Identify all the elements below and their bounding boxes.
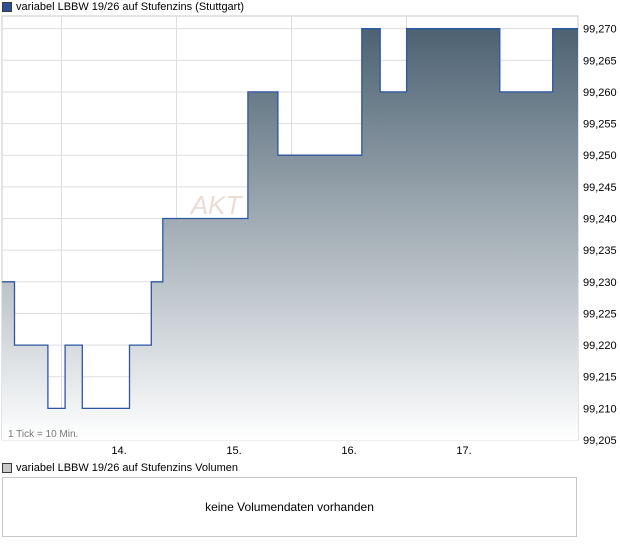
price-line	[2, 28, 578, 410]
x-axis-ticks: 14. 15. 16. 17.	[111, 445, 471, 457]
y-tick-label: 99,235	[583, 245, 617, 257]
y-tick-label: 99,265	[583, 55, 617, 67]
x-tick-label: 15.	[226, 445, 241, 457]
price-legend: variabel LBBW 19/26 auf Stufenzins (Stut…	[2, 0, 244, 14]
x-tick-label: 17.	[456, 445, 471, 457]
y-tick-label: 99,255	[583, 119, 617, 131]
y-tick-label: 99,225	[583, 308, 617, 320]
y-tick-label: 99,210	[583, 403, 617, 415]
y-tick-label: 99,205	[583, 435, 617, 447]
volume-legend-label: variabel LBBW 19/26 auf Stufenzins Volum…	[16, 462, 238, 474]
price-area	[2, 28, 578, 440]
tick-interval-note: 1 Tick = 10 Min.	[8, 429, 78, 440]
price-legend-label: variabel LBBW 19/26 auf Stufenzins (Stut…	[16, 1, 245, 13]
no-volume-message: keine Volumendaten vorhanden	[205, 500, 374, 514]
price-chart: AKT 99,270 99,265 99,260 99,255 99,250 99,245…	[1, 15, 617, 457]
x-tick-label: 16.	[341, 445, 356, 457]
price-legend-swatch	[2, 2, 12, 12]
watermark: AKT	[189, 190, 244, 220]
volume-legend-swatch	[2, 463, 12, 473]
y-tick-label: 99,260	[583, 87, 617, 99]
y-tick-label: 99,250	[583, 150, 617, 162]
volume-panel: keine Volumendaten vorhanden	[2, 477, 577, 537]
x-tick-label: 14.	[111, 445, 126, 457]
y-tick-label: 99,245	[583, 182, 617, 194]
y-tick-label: 99,270	[583, 24, 617, 36]
y-tick-label: 99,220	[583, 340, 617, 352]
y-tick-label: 99,240	[583, 214, 617, 226]
y-tick-label: 99,230	[583, 277, 617, 289]
y-axis-ticks: 99,270 99,265 99,260 99,255 99,250 99,245 99,2…	[583, 24, 617, 447]
volume-legend: variabel LBBW 19/26 auf Stufenzins Volum…	[2, 461, 238, 475]
y-tick-label: 99,215	[583, 372, 617, 384]
